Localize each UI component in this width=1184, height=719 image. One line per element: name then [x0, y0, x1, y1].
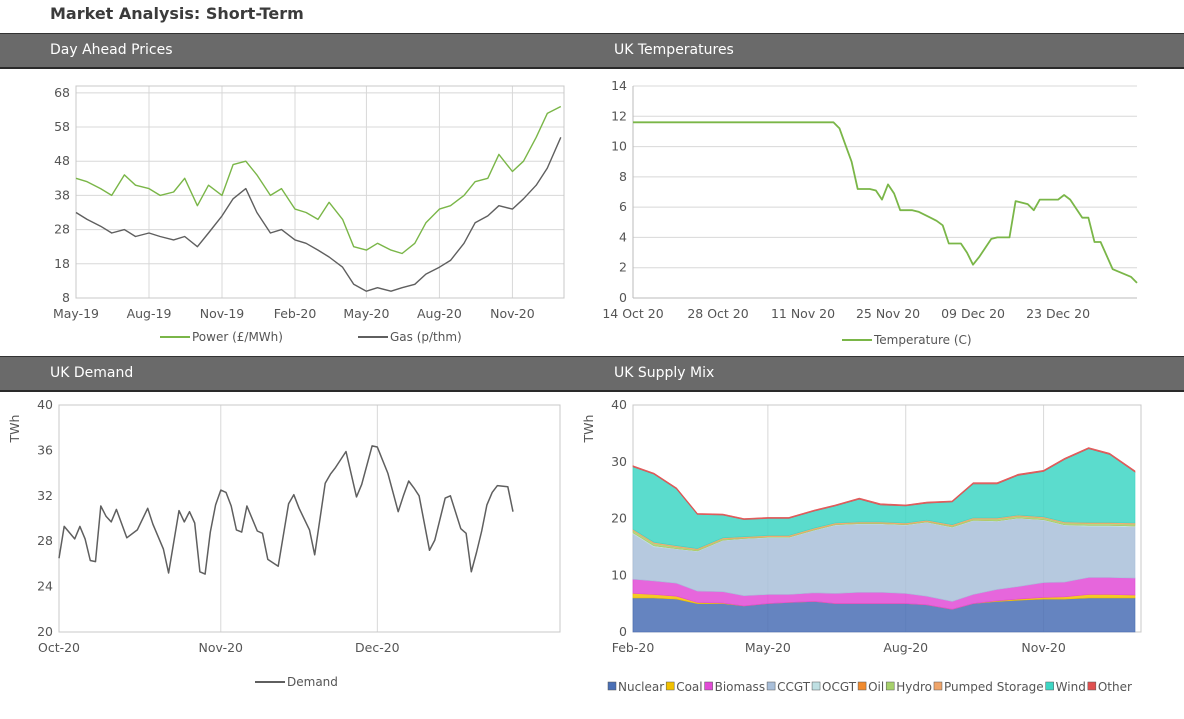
- prices-chart-title: Day Ahead Prices: [50, 42, 173, 58]
- demand-plot-border: [58, 404, 561, 633]
- temps-chart-title: UK Temperatures: [614, 42, 734, 58]
- demand-legend-label: Demand: [287, 675, 338, 689]
- prices-legend-gas-label: Gas (p/thm): [390, 330, 462, 344]
- supply-legend-hydro-swatch: [885, 681, 895, 691]
- temps-y-tick-label: 4: [619, 229, 627, 244]
- supply-legend-ocgt-label: OCGT: [822, 680, 857, 694]
- supply-y-tick-label: 40: [611, 397, 627, 412]
- header-bar-bottom: UK Demand UK Supply Mix: [0, 356, 1184, 392]
- temps-y-tick-label: 6: [619, 199, 627, 214]
- supply-x-tick-label: Aug-20: [883, 640, 928, 655]
- demand-y-tick-label: 28: [37, 533, 53, 548]
- page-title: Market Analysis: Short-Term: [50, 4, 304, 23]
- temps-x-tick-label: 11 Nov 20: [771, 306, 835, 321]
- supply-chart-title: UK Supply Mix: [614, 365, 715, 381]
- supply-area-other: [632, 447, 1136, 520]
- supply-legend-oil-swatch: [857, 681, 867, 691]
- supply-legend-other-swatch: [1087, 681, 1097, 691]
- supply-y-tick-label: 10: [611, 567, 627, 582]
- supply-legend-oil-label: Oil: [868, 680, 884, 694]
- prices-y-tick-label: 38: [54, 187, 70, 202]
- temps-y-tick-label: 14: [611, 78, 627, 93]
- prices-x-tick-label: Feb-20: [274, 306, 317, 321]
- prices-series-1: [75, 137, 562, 292]
- prices-y-tick-label: 18: [54, 256, 70, 271]
- demand-y-tick-label: 40: [37, 397, 53, 412]
- supply-x-tick-label: Nov-20: [1021, 640, 1066, 655]
- supply-legend-ccgt-swatch: [766, 681, 776, 691]
- prices-x-tick-label: Nov-20: [490, 306, 535, 321]
- demand-series-0: [58, 445, 514, 575]
- header-bar-top: Day Ahead Prices UK Temperatures: [0, 33, 1184, 69]
- supply-x-tick-label: Feb-20: [612, 640, 655, 655]
- supply-legend-pumped-storage-label: Pumped Storage: [944, 680, 1044, 694]
- supply-legend-coal-label: Coal: [676, 680, 702, 694]
- prices-x-tick-label: Aug-20: [417, 306, 462, 321]
- temps-y-tick-label: 10: [611, 139, 627, 154]
- temps-y-tick-label: 2: [619, 260, 627, 275]
- prices-y-tick-label: 68: [54, 85, 70, 100]
- demand-x-tick-label: Dec-20: [355, 640, 400, 655]
- temps-y-tick-label: 12: [611, 108, 627, 123]
- temps-y-tick-label: 0: [619, 290, 627, 305]
- temps-y-tick-label: 8: [619, 169, 627, 184]
- demand-x-tick-label: Nov-20: [199, 640, 244, 655]
- temps-x-tick-label: 25 Nov 20: [856, 306, 920, 321]
- prices-y-tick-label: 48: [54, 153, 70, 168]
- demand-x-tick-label: Oct-20: [38, 640, 80, 655]
- prices-series-0: [75, 105, 562, 255]
- prices-y-tick-label: 8: [62, 290, 70, 305]
- prices-y-tick-label: 28: [54, 222, 70, 237]
- supply-legend-wind-label: Wind: [1056, 680, 1086, 694]
- demand-y-tick-label: 24: [37, 579, 53, 594]
- supply-legend-ocgt-swatch: [811, 681, 821, 691]
- supply-legend-biomass-swatch: [704, 681, 713, 691]
- demand-y-axis-label: TWh: [7, 415, 22, 444]
- supply-y-axis-label: TWh: [581, 415, 596, 444]
- demand-y-tick-label: 32: [37, 488, 53, 503]
- supply-legend-other-label: Other: [1098, 680, 1132, 694]
- supply-legend-nuclear-swatch: [607, 681, 617, 691]
- supply-y-tick-label: 20: [611, 511, 627, 526]
- temps-x-tick-label: 14 Oct 20: [602, 306, 663, 321]
- prices-x-tick-label: Nov-19: [200, 306, 245, 321]
- supply-legend-wind-swatch: [1045, 681, 1054, 691]
- demand-y-tick-label: 20: [37, 624, 53, 639]
- temps-series-0: [633, 121, 1138, 284]
- temps-legend-label: Temperature (C): [873, 333, 972, 347]
- prices-x-tick-label: May-19: [53, 306, 99, 321]
- supply-legend-ccgt-label: CCGT: [777, 680, 811, 694]
- prices-x-tick-label: Aug-19: [127, 306, 172, 321]
- supply-y-tick-label: 30: [611, 454, 627, 469]
- supply-legend-pumped-storage-swatch: [933, 681, 943, 691]
- prices-x-tick-label: May-20: [343, 306, 389, 321]
- supply-x-tick-label: May-20: [745, 640, 791, 655]
- supply-legend-hydro-label: Hydro: [896, 680, 932, 694]
- temps-x-tick-label: 28 Oct 20: [687, 306, 748, 321]
- supply-legend-nuclear-label: Nuclear: [618, 680, 664, 694]
- prices-legend-power-label: Power (£/MWh): [192, 330, 283, 344]
- demand-y-tick-label: 36: [37, 442, 53, 457]
- demand-chart-title: UK Demand: [50, 365, 134, 381]
- prices-y-tick-label: 58: [54, 119, 70, 134]
- supply-legend-biomass-label: Biomass: [715, 680, 765, 694]
- temps-x-tick-label: 23 Dec 20: [1026, 306, 1090, 321]
- temps-x-tick-label: 09 Dec 20: [941, 306, 1005, 321]
- supply-legend-coal-swatch: [665, 681, 675, 691]
- supply-y-tick-label: 0: [619, 624, 627, 639]
- prices-plot-border: [75, 85, 565, 299]
